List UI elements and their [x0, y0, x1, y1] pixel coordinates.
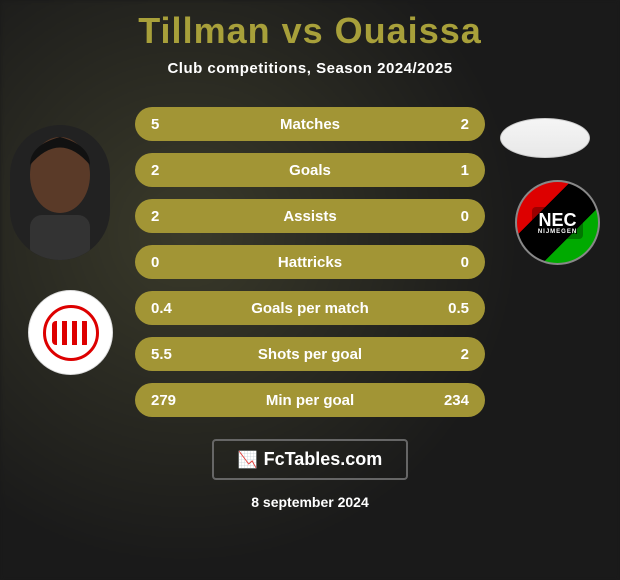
club-right-sub: NIJMEGEN [538, 229, 577, 235]
player-left-photo [10, 125, 110, 260]
stat-row: 2Assists0 [135, 199, 485, 233]
branding-text: FcTables.com [264, 449, 383, 470]
stat-left-value: 0 [151, 254, 201, 271]
stat-right-value: 0 [419, 254, 469, 271]
branding-badge[interactable]: 📈 FcTables.com [212, 439, 409, 480]
comparison-title: Tillman vs Ouaissa [138, 10, 482, 52]
player-right-name: Ouaissa [335, 10, 482, 51]
stat-right-value: 0.5 [419, 300, 469, 317]
stat-label: Hattricks [201, 254, 419, 271]
stat-row: 279Min per goal234 [135, 383, 485, 417]
subtitle: Club competitions, Season 2024/2025 [167, 60, 452, 77]
stats-table: 5Matches22Goals12Assists00Hattricks00.4G… [135, 107, 485, 417]
stat-row: 2Goals1 [135, 153, 485, 187]
stat-label: Min per goal [201, 392, 419, 409]
chart-icon: 📈 [238, 450, 258, 470]
stat-right-value: 2 [419, 346, 469, 363]
stat-right-value: 1 [419, 162, 469, 179]
stat-left-value: 0.4 [151, 300, 201, 317]
club-left-logo [28, 290, 113, 375]
club-right-logo: NEC NIJMEGEN [515, 180, 600, 265]
stat-right-value: 0 [419, 208, 469, 225]
stat-label: Assists [201, 208, 419, 225]
player-left-name: Tillman [138, 10, 270, 51]
stat-row: 0Hattricks0 [135, 245, 485, 279]
stat-left-value: 5.5 [151, 346, 201, 363]
stat-left-value: 2 [151, 208, 201, 225]
stat-label: Shots per goal [201, 346, 419, 363]
stat-label: Goals [201, 162, 419, 179]
psv-stripes-icon [52, 321, 90, 345]
club-right-code: NEC [538, 211, 577, 229]
stat-right-value: 234 [419, 392, 469, 409]
date-text: 8 september 2024 [251, 494, 369, 510]
stat-right-value: 2 [419, 116, 469, 133]
vs-text: vs [282, 10, 324, 51]
stat-label: Goals per match [201, 300, 419, 317]
stat-row: 0.4Goals per match0.5 [135, 291, 485, 325]
stat-left-value: 5 [151, 116, 201, 133]
stat-row: 5.5Shots per goal2 [135, 337, 485, 371]
player-right-photo [500, 118, 590, 158]
stat-left-value: 2 [151, 162, 201, 179]
stat-label: Matches [201, 116, 419, 133]
stat-row: 5Matches2 [135, 107, 485, 141]
stat-left-value: 279 [151, 392, 201, 409]
